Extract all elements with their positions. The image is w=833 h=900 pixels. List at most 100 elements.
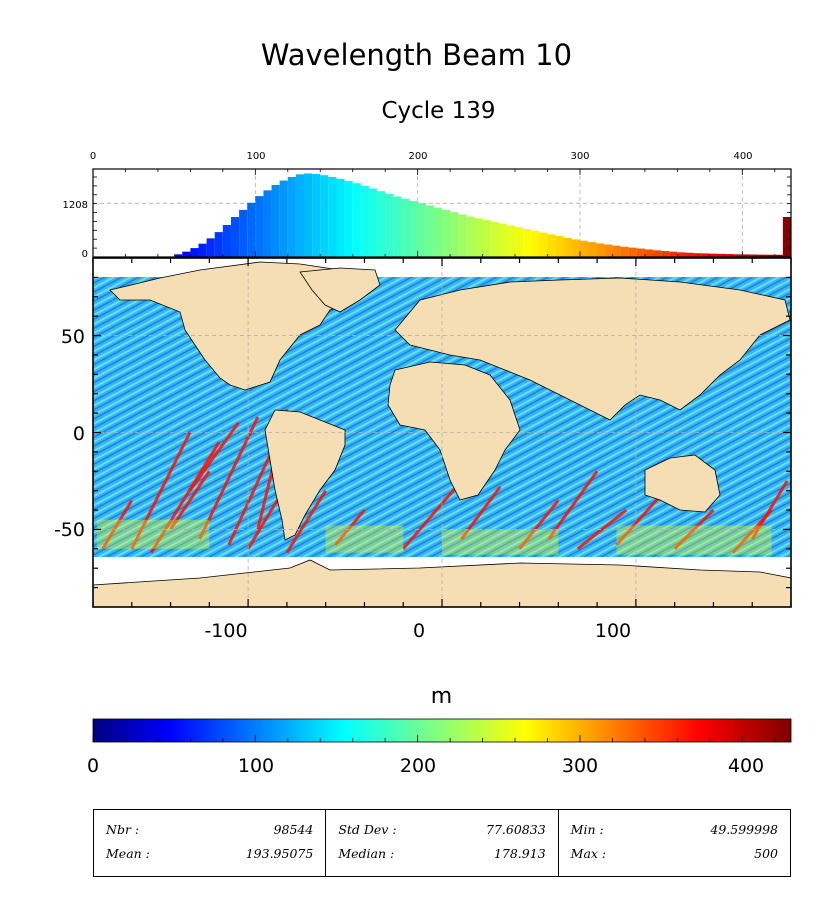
greenland [299,267,381,313]
stat-label: Min : [570,822,604,837]
histogram-bar [222,225,231,257]
histogram-bar [287,177,296,257]
histogram-bar [669,251,678,257]
histogram-bar [336,178,345,257]
map-x-tick: 0 [413,620,425,642]
warm-band [325,525,404,553]
histogram-bar [547,234,556,257]
histogram-bar [482,220,491,257]
histogram-bar [766,254,775,257]
histogram-bar [604,244,613,257]
hot-track [334,509,366,546]
stats-cell: Std Dev : 77.60833 Median : 178.913 [326,810,559,876]
histogram-bar [644,249,654,257]
histogram-chart: 0 100 200 300 400 1208 0 [63,151,792,260]
warm-band [442,529,559,555]
colorbar-tick: 200 [400,755,436,777]
histogram-bar [198,243,207,257]
stat-label: Median : [338,846,395,861]
colorbar-label: m [430,684,453,709]
histogram-bar [401,198,410,257]
histogram-bar [693,253,702,257]
histogram-bar [498,223,507,257]
stat-value: 500 [754,846,778,861]
histogram-bar [717,253,727,257]
map-x-tick: 100 [595,620,631,642]
map-y-tick: 50 [61,326,85,348]
histogram-bar [247,202,256,257]
south-america [264,409,346,541]
stat-value: 178.913 [493,846,546,861]
colorbar-tick: 100 [238,755,274,777]
map-grid [93,258,791,607]
histogram-bar [295,174,305,257]
histogram-bar [433,207,442,257]
histogram-bar [563,237,572,257]
hist-x-tick: 300 [570,151,589,162]
histogram-bar [661,251,670,257]
histogram-bar [701,253,710,257]
histogram-bar [352,183,361,257]
warm-band [616,525,772,555]
stat-value: 98544 [273,822,314,837]
histogram-bar [579,240,589,257]
histogram-bar [782,217,791,257]
histogram-bar [368,188,378,257]
histogram-bar [734,254,743,257]
histogram-bar [360,185,369,257]
histogram-bar [539,232,548,257]
histogram-bar [442,209,451,257]
histogram-bar [628,247,637,257]
histogram-bar [328,177,337,257]
colorbar-tick: 0 [87,755,99,777]
world-map: -100 0 100 50 0 -50 [54,257,792,642]
histogram-bar [506,225,516,257]
map-ticks [92,258,792,607]
high-wavelength-tracks [96,408,789,555]
histogram-bar [490,221,499,257]
hot-track [547,470,599,541]
histogram-bar [263,190,272,257]
stat-label: Std Dev : [338,822,397,837]
hot-track [130,431,192,550]
histogram-bar [425,205,434,257]
hist-y-tick: 0 [82,249,88,260]
histogram-bar [182,251,191,257]
hot-track [188,421,240,492]
stat-value: 77.60833 [486,822,546,837]
colorbar-tick: 300 [562,755,598,777]
colorbar-gradient [92,718,792,743]
hist-y-tick: 1208 [63,200,88,211]
stat-label: Nbr : [106,822,140,837]
hot-track [169,470,211,531]
histogram-bar [458,214,467,257]
hot-track [285,489,327,554]
hist-x-tick: 0 [90,151,96,162]
histogram-bar [279,180,288,257]
hot-track [198,416,260,540]
histogram-bar [206,238,215,257]
chart-title: Wavelength Beam 10 [260,38,573,72]
histogram-bar [677,252,686,257]
histogram-bar [214,232,223,257]
statistics-table: Nbr : 98544 Mean : 193.95075 Std Dev : 77.6… [93,809,791,877]
histogram-bar [450,212,459,257]
histogram-bar [653,250,662,257]
colorbar: 0 100 200 300 400 [87,718,792,777]
hot-track [460,485,502,541]
hist-x-tick: 100 [246,151,265,162]
map-y-tick: -50 [54,519,85,541]
histogram-bar [685,252,694,257]
stat-label: Max : [570,846,607,861]
histogram-bar [620,246,629,257]
histogram-bars [174,173,791,257]
colorbar-tick: 400 [728,755,764,777]
histogram-bar [271,185,280,257]
histogram-bar [588,242,597,257]
chart-subtitle: Cycle 139 [381,98,496,124]
histogram-bar [474,218,483,257]
histogram-bar [636,248,645,257]
hist-x-tick: 400 [733,151,752,162]
histogram-bar [230,217,240,257]
stat-label: Mean : [106,846,150,861]
